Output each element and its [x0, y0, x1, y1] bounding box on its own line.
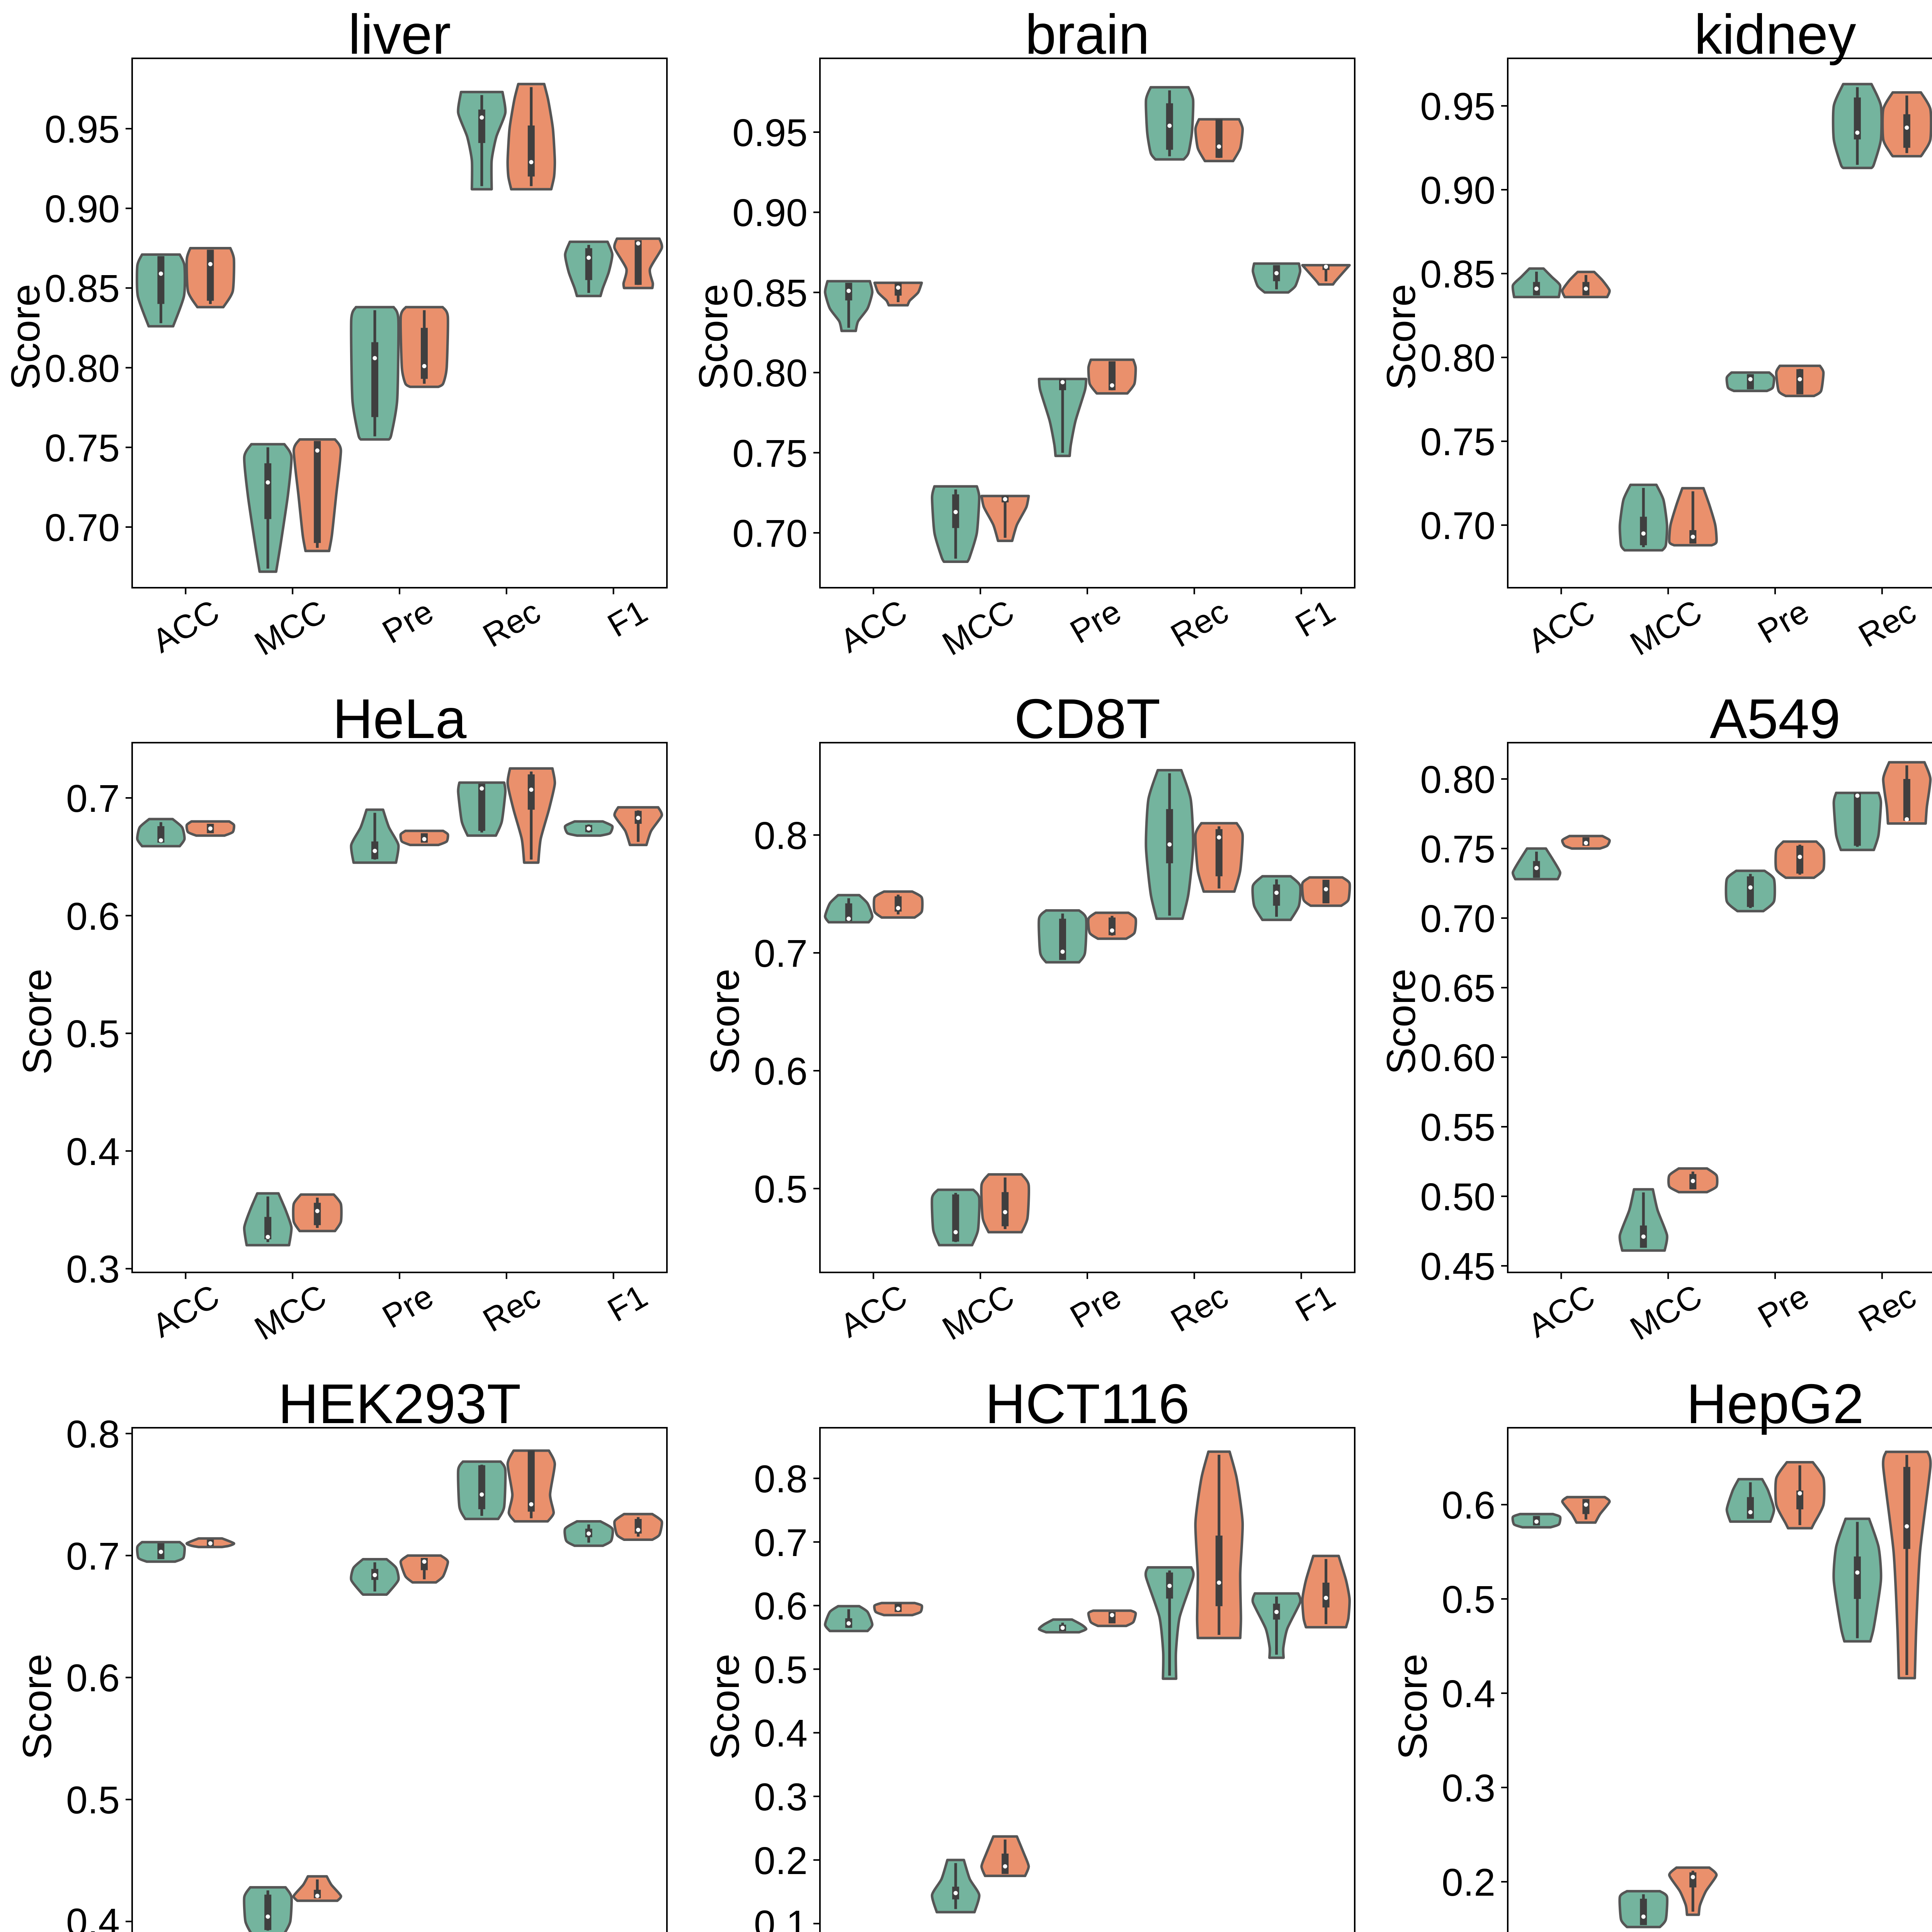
svg-text:A549: A549 — [1710, 687, 1841, 750]
svg-text:0.5: 0.5 — [1442, 1578, 1495, 1621]
svg-text:0.70: 0.70 — [44, 506, 120, 549]
svg-text:0.6: 0.6 — [66, 895, 120, 938]
svg-text:0.90: 0.90 — [1420, 169, 1495, 212]
svg-text:brain: brain — [1025, 3, 1150, 66]
svg-text:0.7: 0.7 — [66, 1535, 120, 1578]
svg-text:0.8: 0.8 — [66, 1413, 120, 1456]
svg-text:Score: Score — [1390, 1654, 1435, 1760]
svg-text:0.95: 0.95 — [44, 108, 120, 151]
svg-text:Score: Score — [691, 284, 736, 390]
svg-text:0.45: 0.45 — [1420, 1245, 1495, 1288]
svg-text:0.5: 0.5 — [754, 1168, 808, 1211]
svg-text:0.85: 0.85 — [732, 272, 808, 315]
svg-text:0.95: 0.95 — [1420, 85, 1495, 128]
svg-text:HepG2: HepG2 — [1686, 1372, 1864, 1435]
svg-text:0.75: 0.75 — [1420, 828, 1495, 871]
svg-text:0.5: 0.5 — [66, 1012, 120, 1056]
svg-text:0.4: 0.4 — [1442, 1672, 1495, 1716]
svg-text:0.75: 0.75 — [732, 432, 808, 475]
svg-text:HEK293T: HEK293T — [278, 1372, 521, 1435]
svg-text:0.6: 0.6 — [1442, 1484, 1495, 1527]
svg-text:0.6: 0.6 — [754, 1585, 808, 1628]
svg-text:0.70: 0.70 — [1420, 897, 1495, 940]
svg-text:0.75: 0.75 — [44, 427, 120, 470]
svg-text:Score: Score — [15, 969, 60, 1075]
svg-text:Score: Score — [15, 1654, 60, 1760]
svg-text:0.55: 0.55 — [1420, 1106, 1495, 1149]
svg-text:0.7: 0.7 — [754, 1521, 808, 1565]
svg-text:0.95: 0.95 — [732, 111, 808, 155]
svg-text:0.7: 0.7 — [754, 932, 808, 975]
svg-text:0.80: 0.80 — [732, 352, 808, 395]
svg-text:0.2: 0.2 — [1442, 1861, 1495, 1904]
svg-text:0.80: 0.80 — [1420, 758, 1495, 801]
svg-text:0.5: 0.5 — [754, 1648, 808, 1692]
svg-text:CD8T: CD8T — [1014, 687, 1161, 750]
svg-text:0.80: 0.80 — [44, 347, 120, 390]
svg-text:Score: Score — [1379, 284, 1424, 390]
svg-text:Score: Score — [702, 969, 748, 1075]
svg-text:kidney: kidney — [1694, 3, 1856, 66]
svg-text:0.1: 0.1 — [754, 1903, 808, 1932]
svg-text:0.4: 0.4 — [66, 1130, 120, 1173]
svg-text:Score: Score — [1379, 969, 1424, 1075]
svg-text:0.6: 0.6 — [66, 1656, 120, 1700]
svg-text:0.7: 0.7 — [66, 777, 120, 820]
svg-text:Score: Score — [3, 284, 48, 390]
svg-text:0.90: 0.90 — [44, 187, 120, 231]
svg-text:0.85: 0.85 — [1420, 253, 1495, 296]
svg-text:0.80: 0.80 — [1420, 337, 1495, 380]
svg-text:liver: liver — [348, 3, 451, 66]
svg-text:0.6: 0.6 — [754, 1050, 808, 1093]
svg-text:0.70: 0.70 — [732, 512, 808, 555]
svg-text:0.70: 0.70 — [1420, 504, 1495, 548]
svg-text:0.85: 0.85 — [44, 267, 120, 310]
svg-text:0.75: 0.75 — [1420, 420, 1495, 464]
svg-text:0.65: 0.65 — [1420, 967, 1495, 1010]
svg-text:HeLa: HeLa — [333, 687, 467, 750]
svg-text:0.4: 0.4 — [66, 1901, 120, 1932]
svg-text:0.4: 0.4 — [754, 1712, 808, 1755]
svg-text:0.3: 0.3 — [754, 1776, 808, 1819]
svg-text:0.2: 0.2 — [754, 1839, 808, 1883]
svg-text:0.8: 0.8 — [754, 814, 808, 857]
svg-text:0.90: 0.90 — [732, 191, 808, 235]
svg-text:0.5: 0.5 — [66, 1779, 120, 1822]
svg-text:0.50: 0.50 — [1420, 1175, 1495, 1219]
svg-text:0.3: 0.3 — [66, 1248, 120, 1291]
svg-text:0.60: 0.60 — [1420, 1036, 1495, 1080]
svg-text:HCT116: HCT116 — [985, 1372, 1189, 1435]
svg-text:0.8: 0.8 — [754, 1458, 808, 1501]
svg-text:Score: Score — [702, 1654, 748, 1760]
svg-text:0.3: 0.3 — [1442, 1767, 1495, 1810]
